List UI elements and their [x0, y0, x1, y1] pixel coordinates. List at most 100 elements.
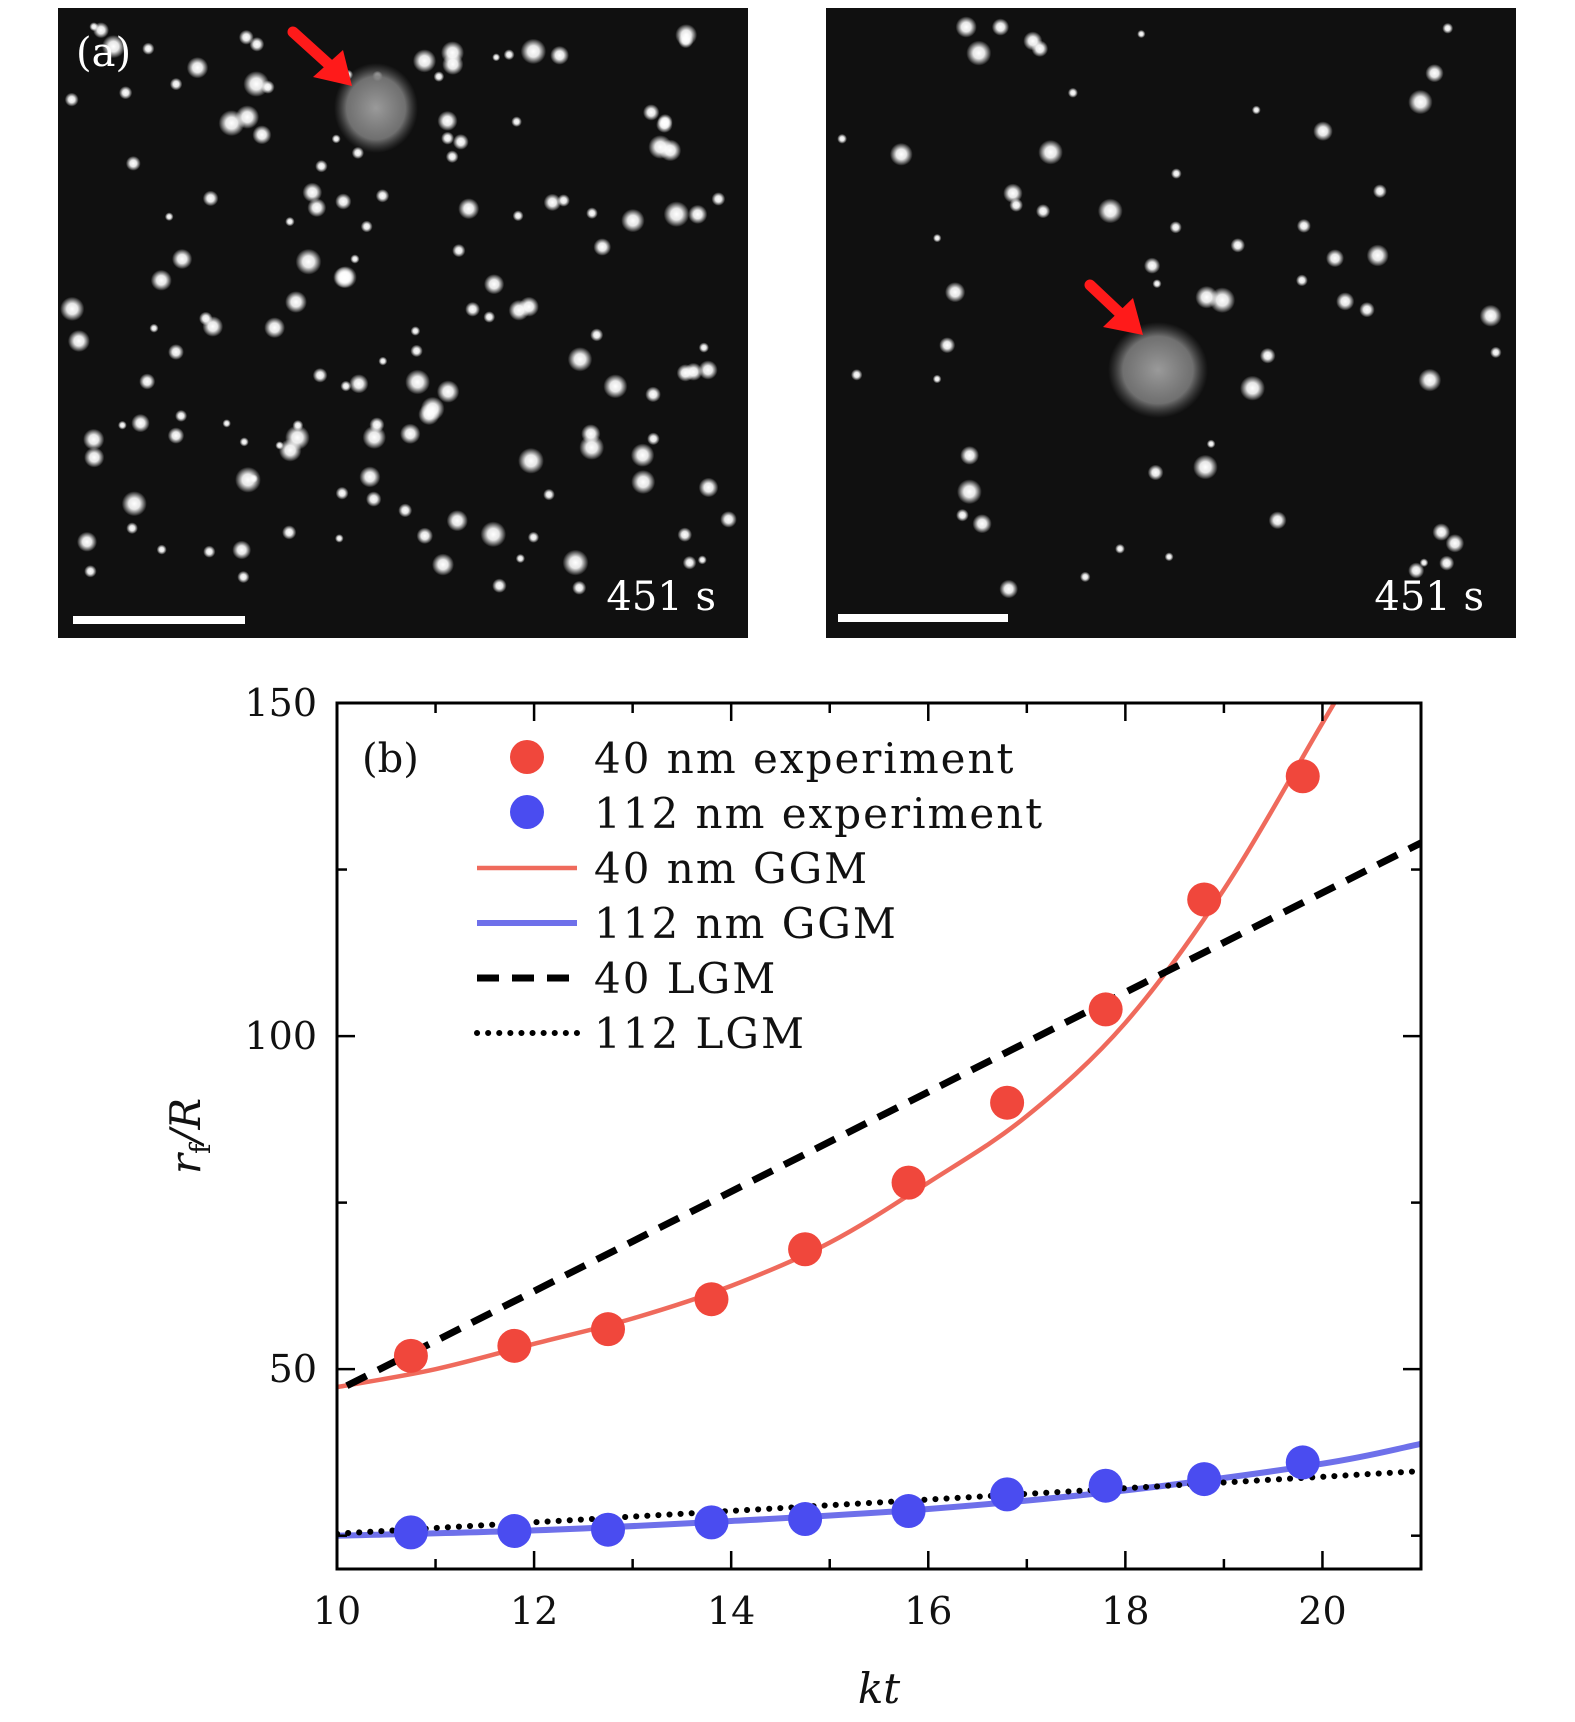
arrow-icon [1084, 279, 1143, 335]
particle-dot [83, 428, 105, 450]
particle-dot [369, 417, 385, 433]
particle-dot [972, 514, 992, 534]
particle-dot [335, 486, 349, 500]
particle-dot [550, 45, 569, 65]
particle-dot [960, 446, 979, 465]
particle-dot [295, 248, 322, 275]
particle-dot [1490, 346, 1502, 359]
particle-dot [527, 531, 540, 543]
panel-a-label: (a) [76, 30, 131, 76]
particle-dot [1442, 22, 1454, 34]
particle-dot [375, 189, 390, 203]
particle-dot [492, 53, 501, 62]
particle-dot [1036, 204, 1051, 219]
particle-dot [285, 291, 307, 313]
legend-label-112-nm-experiment: 112 nm experiment [594, 789, 1044, 838]
particle-dot [1023, 31, 1043, 51]
particle-dot [933, 233, 942, 243]
legend-marker-40-nm-experiment [510, 740, 544, 774]
panel-b-label: (b) [362, 736, 419, 782]
data-point-112-nm-experiment [1088, 1468, 1123, 1503]
particle-dot [677, 527, 692, 542]
particle-dot [400, 423, 421, 444]
particle-dot [378, 356, 388, 366]
particle-dot [518, 296, 539, 317]
particle-dot [410, 326, 421, 336]
data-point-40-nm-experiment [497, 1328, 532, 1363]
data-point-112-nm-experiment [1187, 1462, 1222, 1497]
data-point-40-nm-experiment [891, 1165, 926, 1200]
particle-dot [238, 29, 254, 45]
particle-dot [1439, 555, 1455, 571]
particle-dot [1296, 274, 1308, 287]
particle-dot [1359, 302, 1375, 318]
particle-dot [93, 22, 109, 39]
particle-dot [118, 420, 127, 430]
plot-frame [335, 701, 1423, 1571]
particle-dot [1171, 168, 1182, 179]
particle-dot [590, 328, 604, 342]
particle-dot [1164, 552, 1174, 562]
particle-dot [1193, 454, 1218, 480]
data-point-40-nm-experiment [1088, 992, 1123, 1027]
particle-dot [335, 534, 344, 543]
particle-dot [1169, 221, 1182, 234]
chart-b: 10 12 14 16 18 20 50 100 150 (b) kt rf/R 40 nm e… [161, 681, 1423, 1713]
aggregate-cluster-left [334, 63, 418, 153]
y-tick-label: 150 [244, 681, 317, 725]
particle-dot [647, 432, 660, 446]
particle-dot [720, 511, 737, 528]
data-point-112-nm-experiment [694, 1505, 729, 1540]
time-stamp-right: 451 s [1374, 574, 1484, 620]
particle-dot [562, 549, 589, 576]
particle-dot [441, 131, 455, 145]
particle-dot [1147, 464, 1164, 481]
particle-dot [1336, 292, 1355, 311]
particle-dot [1003, 183, 1023, 203]
particle-field-right [837, 16, 1502, 599]
x-tick-label: 20 [1298, 1589, 1346, 1633]
particle-dot [218, 110, 245, 137]
y-tick-label: 100 [244, 1014, 317, 1058]
particle-dot [315, 160, 328, 173]
particle-dot [698, 477, 719, 498]
particle-dot [492, 578, 507, 593]
micrograph-right: 451 s [826, 8, 1516, 638]
x-tick-label: 18 [1101, 1589, 1149, 1633]
particle-dot [131, 413, 150, 433]
particle-dot [955, 16, 977, 38]
particle-dot [222, 419, 231, 428]
particle-dot [945, 282, 966, 303]
particle-dot [437, 110, 458, 131]
particle-dot [307, 198, 327, 218]
particle-dot [452, 244, 466, 258]
particle-dot [697, 555, 707, 565]
particle-dot [1268, 511, 1287, 530]
particle-dot [84, 447, 105, 468]
particle-dot [851, 369, 863, 381]
x-tick-label: 16 [904, 1589, 952, 1633]
particle-dot [1038, 139, 1063, 165]
data-point-40-nm-experiment [1285, 759, 1320, 794]
particle-dot [264, 317, 285, 339]
particle-dot [199, 311, 213, 326]
particle-dot [77, 531, 97, 552]
particle-dot [484, 274, 505, 295]
particle-dot [1313, 121, 1333, 141]
particle-dot [150, 269, 172, 291]
particle-dot [511, 116, 522, 127]
series-line-112-lgm [337, 1468, 1421, 1537]
axis-ticks [335, 701, 1423, 1569]
aggregate-cluster-right [1108, 322, 1208, 418]
legend-label-112-lgm: 112 LGM [594, 1009, 806, 1058]
particle-dot [557, 194, 570, 207]
particle-dot [643, 104, 660, 121]
particle-field-left [60, 22, 737, 595]
particle-dot [966, 40, 992, 66]
particle-dot [398, 503, 413, 518]
particle-dot [645, 386, 661, 403]
particle-dot [261, 80, 275, 94]
particle-dot [1152, 279, 1162, 289]
scale-bar-right [838, 614, 1008, 622]
particle-dot [172, 248, 193, 270]
